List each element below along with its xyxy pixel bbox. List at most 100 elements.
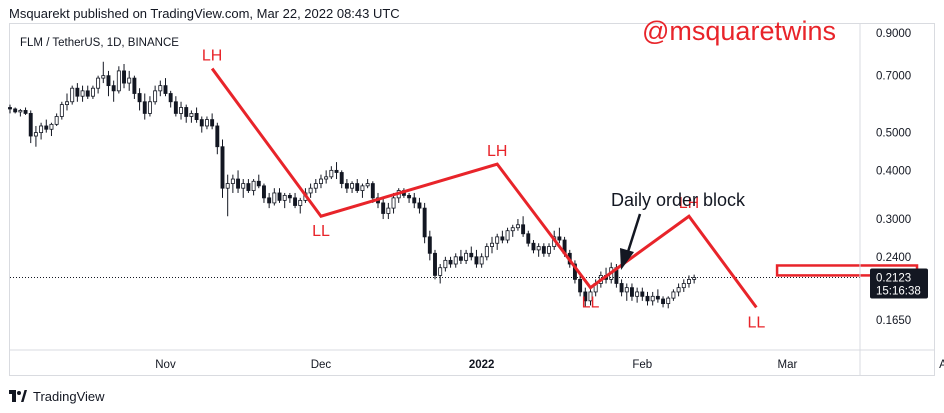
y-tick-label: 0.3000 [876,214,911,226]
candle [448,256,453,268]
y-tick-label: 0.2400 [876,252,911,264]
candle [153,85,158,105]
candle-body [28,113,33,137]
candle [204,116,209,130]
candle-body [344,183,349,189]
candle-body [412,197,417,204]
candle [453,253,458,268]
candle [122,63,126,89]
candle [510,224,515,237]
y-tick-label: 0.1650 [876,315,911,327]
candle-body [13,108,18,113]
candle [282,192,287,209]
candle-body [386,207,391,214]
candle-body [438,267,443,276]
candle [298,197,303,214]
candle [681,279,686,292]
candle-countdown: 15:16:38 [876,286,921,298]
swing-label: LL [312,223,330,240]
candle-body [391,197,396,209]
candle-body [163,85,168,94]
swing-structure-line [210,67,758,309]
candle [692,274,697,284]
candle [8,104,12,114]
candle-body [44,125,49,130]
candle [147,96,152,117]
candle-body [199,119,204,127]
swing-label: LL [582,295,600,312]
candle [230,174,235,193]
candle-body [469,252,474,258]
candle-body [474,256,479,265]
candle-body [521,224,526,235]
candle [111,80,116,102]
candle [189,110,194,123]
candle-body [33,132,38,137]
candle-body [251,180,256,191]
candle [381,197,386,220]
candle-body [256,180,261,187]
candle [39,122,44,140]
candle [386,202,391,220]
candle-body [80,90,85,97]
candle-body [246,183,251,191]
candle-body [500,236,505,241]
candle-body [39,125,44,134]
candle-body [360,185,365,191]
candle-body [458,256,463,261]
candle [417,197,422,214]
candle [640,287,645,301]
candle [479,253,484,268]
y-tick-label: 0.4000 [876,165,911,177]
swing-label: LH [202,48,222,65]
candle [329,166,334,180]
candle [262,183,266,203]
footer-brand: TradingView [33,388,105,404]
candle [490,236,494,254]
candle-body [526,233,531,244]
candle [33,125,38,147]
candle [557,227,562,244]
candle [272,188,277,206]
candle [44,119,49,133]
candle-body [132,77,137,94]
candle-body [443,259,448,269]
candle-body [298,199,303,206]
candle [137,88,142,111]
candle-body [85,90,90,97]
candle [433,249,437,280]
candle-body [490,242,494,247]
candle [531,240,536,254]
tradingview-logo-icon [9,390,27,402]
chart-frame [9,23,935,376]
candle-body [427,236,432,254]
candle [18,108,23,117]
candle-body [557,236,562,241]
candle-body [640,291,645,297]
candle-body [531,242,536,251]
candle-body [339,172,344,184]
candle-body [645,295,650,302]
candle-body [479,256,484,265]
candle [505,227,510,244]
candle [313,179,318,193]
candle [474,249,479,268]
candle-body [18,110,23,113]
candle-body [184,107,189,117]
candle [588,287,593,306]
candle [650,291,655,306]
candle [199,116,204,133]
candle [619,279,624,297]
candle [350,181,355,193]
candle-body [49,123,54,130]
candle-body [277,192,282,201]
candle-body [370,183,375,199]
candle-body [510,227,515,232]
candle [536,243,541,257]
candle-body [23,110,28,114]
candle-body [262,185,266,199]
candle-body [687,278,691,284]
candle-body [433,252,437,276]
